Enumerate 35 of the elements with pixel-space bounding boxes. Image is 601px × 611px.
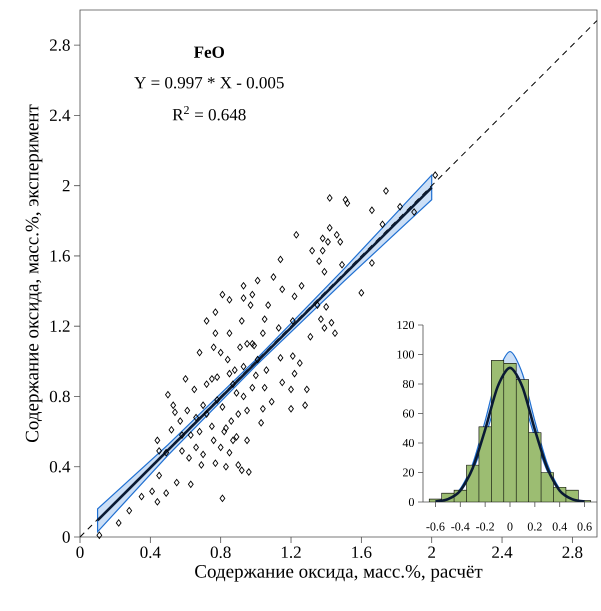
x-tick-label: 2 — [428, 546, 436, 558]
x-tick-label: 2.8 — [562, 546, 582, 558]
x-tick-label: -0.6 — [426, 522, 445, 531]
y-tick-label: 2.8 — [50, 39, 70, 51]
x-tick-label: -0.2 — [476, 522, 494, 531]
x-tick-label: 0.2 — [528, 522, 542, 531]
y-axis-title: Содержание оксида, масс.%, эксперимент — [26, 104, 42, 442]
y-tick-label: 2 — [62, 180, 70, 192]
x-tick-label: 2.4 — [492, 546, 512, 558]
x-tick-label: 1.6 — [352, 546, 372, 558]
x-tick-label: 0 — [507, 522, 513, 531]
y-tick-label: 0.4 — [50, 460, 70, 472]
annotation: FeO — [194, 46, 224, 58]
annotation: R$^{2}$ = 0.648 — [172, 106, 246, 120]
y-tick-label: 80 — [402, 380, 414, 388]
y-tick-label: 0.8 — [50, 390, 70, 402]
y-tick-label: 20 — [403, 468, 414, 477]
x-tick-label: 1.2 — [282, 546, 301, 558]
y-tick-label: 60 — [402, 409, 414, 418]
y-tick-label: 1.2 — [50, 320, 70, 332]
annotation: Y = 0.997 * X - 0.005 — [134, 76, 284, 88]
y-tick-label: 1.6 — [50, 250, 70, 262]
y-tick-label: 120 — [398, 320, 414, 330]
x-tick-label: 0 — [76, 546, 84, 558]
x-tick-label: -0.4 — [451, 522, 470, 531]
y-tick-label: 0 — [62, 531, 70, 543]
y-tick-label: 100 — [398, 350, 414, 359]
y-tick-label: 2.4 — [50, 110, 70, 122]
y-tick-label: 40 — [402, 438, 414, 448]
x-tick-label: 0.8 — [210, 546, 231, 558]
x-tick-label: 0.4 — [140, 546, 161, 558]
x-tick-label: 0.4 — [552, 522, 568, 531]
y-tick-label: 0 — [408, 498, 414, 506]
x-axis-title: Содержание оксида, масс.%, расчёт — [195, 564, 482, 582]
x-tick-label: 0.6 — [578, 522, 592, 531]
